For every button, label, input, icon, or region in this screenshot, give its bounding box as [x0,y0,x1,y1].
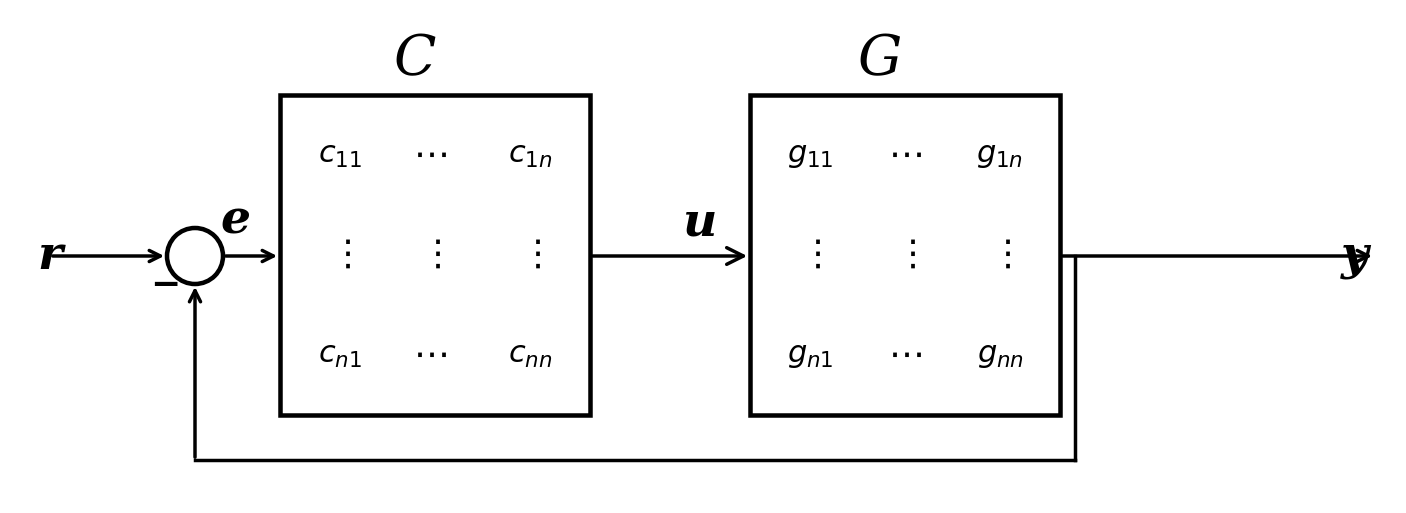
Text: $c_{nn}$: $c_{nn}$ [508,340,553,370]
Text: $g_{nn}$: $g_{nn}$ [977,340,1024,370]
Text: $g_{11}$: $g_{11}$ [787,140,834,170]
Text: $\vdots$: $\vdots$ [799,238,821,272]
Text: $\vdots$: $\vdots$ [519,238,541,272]
Text: u: u [683,199,717,245]
Text: $\cdots$: $\cdots$ [413,138,447,172]
Text: $g_{n1}$: $g_{n1}$ [787,340,834,370]
Text: $\vdots$: $\vdots$ [329,238,352,272]
Text: G: G [858,33,903,87]
Bar [280,95,591,415]
Text: $g_{1n}$: $g_{1n}$ [977,140,1024,170]
Text: $\vdots$: $\vdots$ [988,238,1011,272]
Text: $\vdots$: $\vdots$ [419,238,441,272]
Text: $\vdots$: $\vdots$ [894,238,915,272]
Text: −: − [150,268,180,302]
Text: $\cdots$: $\cdots$ [889,138,922,172]
Text: $c_{1n}$: $c_{1n}$ [508,140,553,170]
Text: $c_{11}$: $c_{11}$ [318,140,361,170]
Text: C: C [394,33,436,87]
Bar [749,95,1060,415]
Circle shape [167,228,224,284]
Text: r: r [38,233,62,279]
Text: $\cdots$: $\cdots$ [413,338,447,372]
Text: e: e [219,197,250,243]
Text: y: y [1341,233,1369,279]
Text: $\cdots$: $\cdots$ [889,338,922,372]
Text: $c_{n1}$: $c_{n1}$ [318,340,361,370]
